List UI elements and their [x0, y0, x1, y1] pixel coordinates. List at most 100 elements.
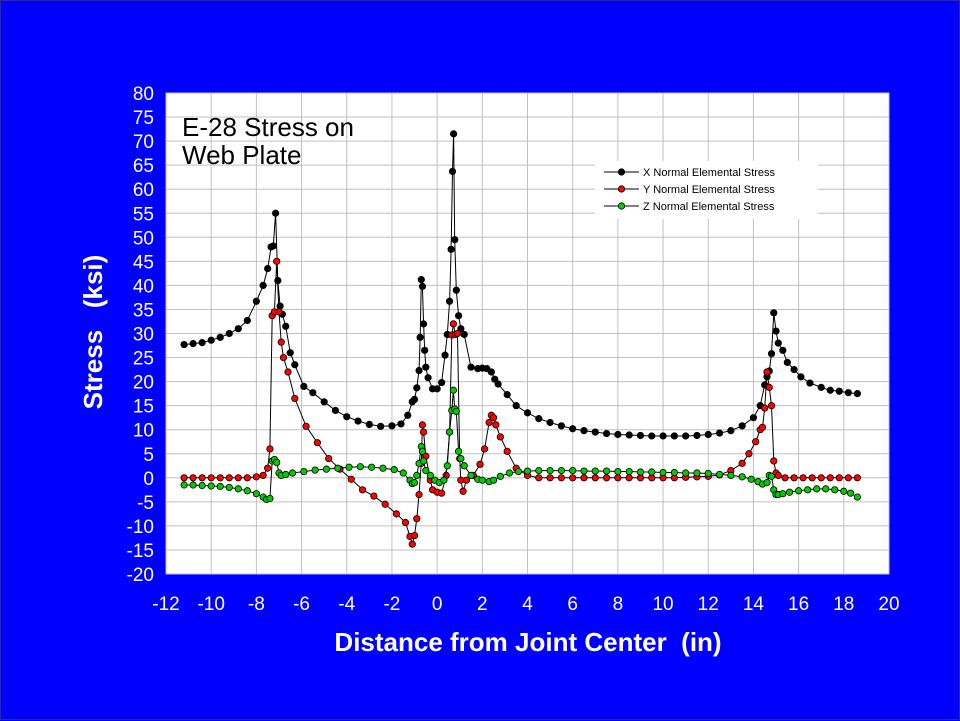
y-tick-label: 75 [133, 108, 154, 129]
y-tick-label: -10 [127, 517, 154, 538]
series-z-point [390, 466, 398, 474]
x-tick-label: 0 [432, 594, 443, 615]
series-z-point [785, 488, 794, 496]
y-tick-label: 55 [133, 204, 154, 225]
series-z-point [198, 481, 206, 490]
series-z-point [614, 467, 622, 476]
series-x-point [770, 309, 778, 317]
series-x-point [512, 402, 520, 410]
series-z-point [779, 490, 787, 498]
series-x-point [416, 333, 424, 341]
series-y-point [799, 474, 807, 482]
series-y-point [817, 474, 825, 482]
series-x-point [424, 374, 432, 382]
series-x-point [783, 358, 791, 366]
series-x-point [397, 420, 405, 428]
series-x-point [467, 363, 475, 371]
series-z-point [704, 469, 712, 478]
series-y-point [325, 454, 333, 463]
series-y-point [401, 518, 410, 527]
series-z-point [273, 458, 281, 467]
series-z-point [846, 489, 855, 497]
series-y-point [492, 421, 500, 429]
series-y-point [781, 474, 789, 482]
series-y-point [602, 474, 611, 482]
series-y-point [419, 428, 428, 436]
series-z-point [648, 468, 656, 476]
x-tick-label: -10 [197, 594, 224, 615]
series-x-point [460, 330, 468, 339]
series-z-point [715, 470, 724, 479]
x-tick-label: 20 [878, 594, 899, 615]
legend-marker-z [617, 202, 626, 210]
series-y-point [275, 308, 283, 316]
series-x-point [774, 339, 782, 347]
series-z-point [467, 471, 475, 479]
series-y-point [291, 394, 299, 403]
series-x-point [806, 379, 814, 387]
legend-entry-z: Z Normal Elemental Stress [604, 201, 775, 213]
series-x-point [252, 297, 260, 305]
x-tick-labels: -12 -10 -8 -6 -4 -2 0 2 4 6 8 10 12 14 16 18 20 [152, 594, 899, 615]
series-z-point [496, 472, 504, 480]
series-y-point [266, 445, 274, 453]
series-x-point [207, 336, 215, 344]
series-z-point [457, 454, 465, 463]
series-x-point [282, 322, 290, 330]
series-y-point [580, 474, 588, 482]
series-z-point [189, 481, 197, 489]
series-x-point [670, 432, 678, 440]
series-y-point [614, 474, 622, 482]
series-y-point [761, 404, 769, 412]
series-y-point [490, 414, 498, 422]
series-x-point [447, 245, 455, 253]
series-z-point [853, 493, 861, 501]
series-x-point [309, 389, 317, 397]
series-y-point [449, 320, 457, 328]
series-x-point [767, 350, 776, 358]
series-z-point [410, 479, 419, 487]
series-x-point [300, 382, 308, 391]
series-x-point [494, 380, 502, 388]
y-tick-label: 20 [133, 373, 154, 394]
x-tick-label: 18 [833, 594, 854, 615]
series-y-point [496, 433, 504, 441]
series-z-point [216, 482, 224, 491]
series-x-point [320, 398, 328, 406]
series-x-point [419, 320, 428, 328]
series-x-point [546, 418, 554, 427]
series-x-point [844, 389, 852, 397]
series-x-point [415, 366, 423, 375]
series-z-point [602, 467, 611, 475]
legend-label-y: Y Normal Elemental Stress [643, 184, 775, 196]
series-y-point [381, 500, 389, 508]
series-x-point [259, 281, 267, 289]
series-z-point [449, 386, 457, 394]
series-y-point [180, 474, 188, 482]
series-x-point [491, 375, 499, 383]
series-y-point [480, 445, 489, 453]
series-z-point [490, 476, 498, 484]
series-x-point [452, 286, 460, 294]
series-y-point [835, 474, 843, 482]
series-x-point [704, 430, 712, 439]
series-y-point [546, 474, 554, 482]
series-y-point [503, 447, 511, 455]
series-y-point [476, 460, 484, 468]
series-z [180, 386, 861, 504]
series-x-point [835, 387, 843, 395]
series-y-point [853, 474, 861, 482]
series-y-point [763, 368, 771, 376]
series-y-point [413, 515, 421, 523]
series-y-point [453, 329, 462, 338]
series-z-point [693, 469, 701, 477]
series-x-point [738, 422, 746, 430]
y-tick-label: 15 [133, 397, 154, 418]
series-x-point [286, 349, 294, 357]
series-z-point [659, 468, 667, 477]
series-x-point [779, 346, 787, 354]
series-z-point [418, 447, 427, 455]
series-x-point [648, 432, 656, 440]
series-x-point [433, 385, 441, 393]
